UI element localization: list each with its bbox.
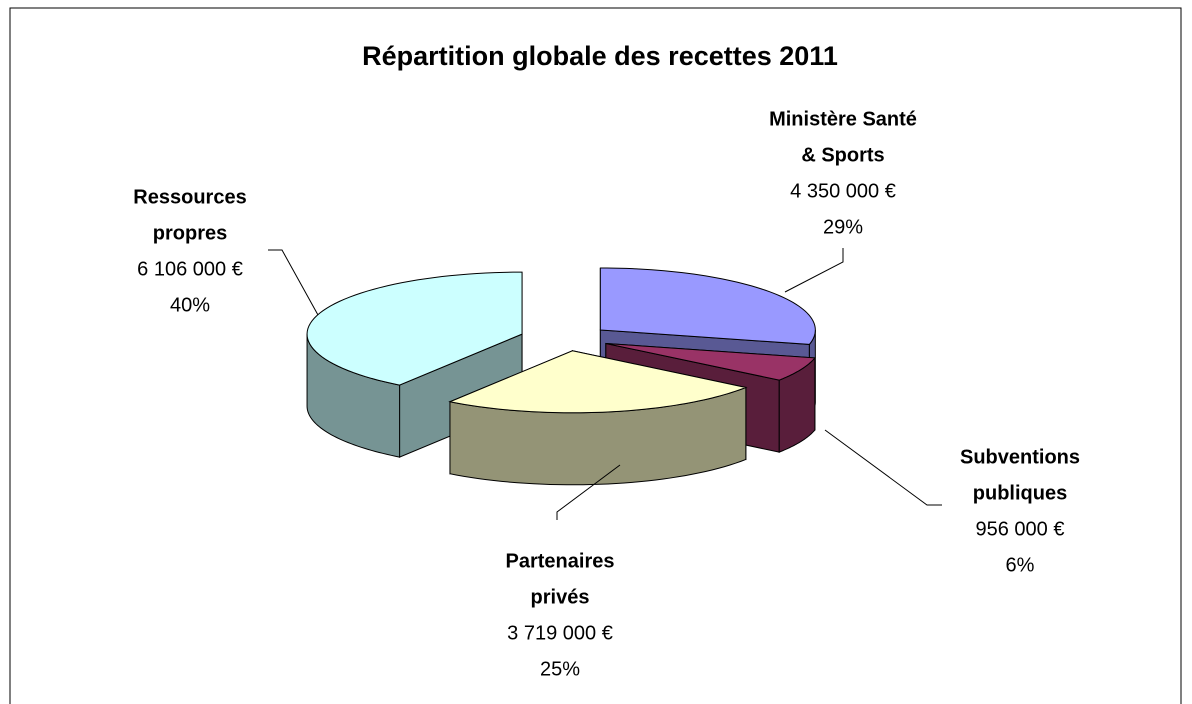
category-label: & Sports — [801, 144, 884, 166]
category-label: Ministère Santé — [769, 108, 917, 130]
percent-label: 40% — [170, 294, 210, 316]
category-label: propres — [153, 222, 227, 244]
leader-line — [556, 464, 621, 520]
leader-line — [824, 429, 942, 506]
value-label: 956 000 € — [976, 518, 1065, 540]
category-label: Partenaires — [506, 550, 615, 572]
leader-line — [784, 248, 844, 293]
slice-top — [448, 350, 748, 414]
slice-top — [306, 271, 523, 386]
chart-title: Répartition globale des recettes 2011 — [362, 41, 838, 71]
category-label: publiques — [973, 482, 1067, 504]
value-label: 3 719 000 € — [507, 622, 613, 644]
value-label: 6 106 000 € — [137, 258, 243, 280]
category-label: privés — [531, 586, 590, 608]
slice-top — [605, 342, 816, 381]
category-label: Subventions — [960, 446, 1080, 468]
slice — [306, 271, 523, 458]
slice — [448, 350, 748, 486]
category-label: Ressources — [133, 186, 246, 208]
slice-top — [599, 267, 816, 345]
value-label: 4 350 000 € — [790, 180, 896, 202]
leader-line — [268, 249, 319, 316]
percent-label: 25% — [540, 658, 580, 680]
percent-label: 6% — [1006, 554, 1035, 576]
percent-label: 29% — [823, 216, 863, 238]
